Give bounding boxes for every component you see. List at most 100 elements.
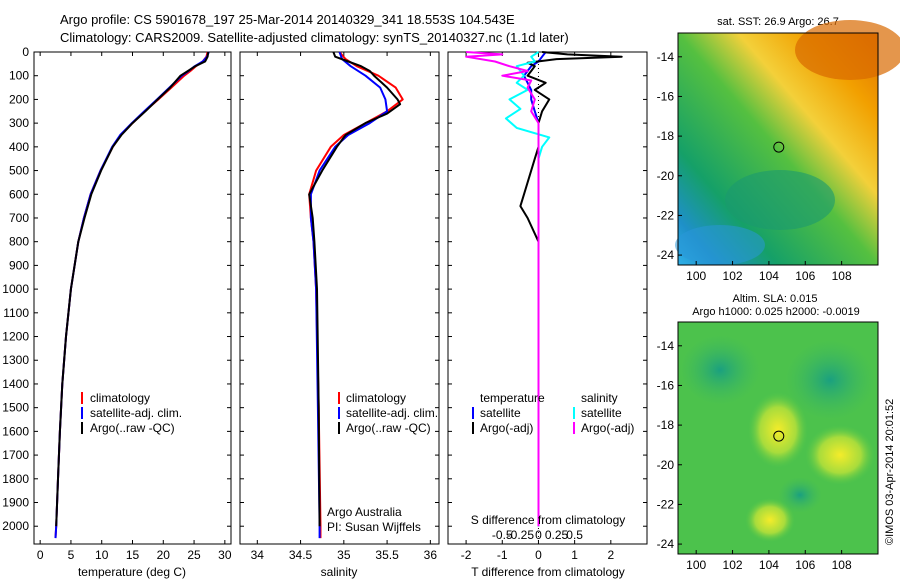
salinity-axis-ticks: 34 34.5 35 35.5 36: [251, 52, 438, 562]
salinity-panel: 34 34.5 35 35.5 36 salinity climatology sate…: [239, 51, 440, 579]
x-tick-label: 1: [571, 548, 578, 562]
x-tick-label: -1: [497, 548, 508, 562]
difference-legend: temperature satellite Argo(-adj) salinit…: [472, 391, 634, 435]
sla-low-2: [785, 340, 875, 420]
depth-tick-label: 200: [9, 92, 29, 106]
depth-tick-label: 1800: [2, 472, 29, 486]
x-tick-label: 25: [187, 548, 201, 562]
lon-tick-label: 102: [723, 269, 743, 283]
sst-map-title: sat. SST: 26.9 Argo: 26.7: [717, 16, 839, 28]
lon-tick-label: 108: [832, 269, 852, 283]
x-tick-label: 34.5: [289, 548, 313, 562]
lat-tick-label: -22: [657, 497, 675, 511]
lon-tick-label: 108: [832, 558, 852, 572]
lat-tick-label: -16: [657, 89, 675, 103]
temperature-lines: [54, 51, 210, 539]
header-line2: Climatology: CARS2009. Satellite-adjuste…: [60, 30, 569, 45]
lat-tick-label: -16: [657, 378, 675, 392]
sst-map-panel: sat. SST: 26.9 Argo: 26.7 100 102 104 106 10…: [657, 16, 900, 283]
salinity-difference-ticks: -0.5-0.25 0 0.250.5: [492, 528, 583, 542]
temperature-xlabel: temperature (deg C): [78, 565, 186, 579]
series-line-argo: [55, 51, 210, 527]
depth-tick-label: 800: [9, 235, 29, 249]
lon-tick-label: 102: [723, 558, 743, 572]
depth-tick-label: 1000: [2, 282, 29, 296]
lat-tick-label: -24: [657, 248, 675, 262]
depth-tick-label: 400: [9, 140, 29, 154]
s-diff-tick-label: -0.25: [507, 528, 535, 542]
depth-tick-label: 300: [9, 116, 29, 130]
depth-axis-ticks: 0 100 200 300 400 500 600 700 800 900 1000 1100 1200…: [2, 45, 231, 533]
x-tick-label: 5: [68, 548, 75, 562]
x-tick-label: 35.5: [375, 548, 399, 562]
lat-tick-label: -24: [657, 537, 675, 551]
salinity-lines: [308, 51, 404, 539]
depth-tick-label: 100: [9, 69, 29, 83]
legend-satellite: satellite-adj. clim.: [346, 406, 438, 420]
x-tick-label: 36: [424, 548, 438, 562]
sst-map-ticks: 100 102 104 106 108 -14 -16 -18 -20 -22 -24: [657, 50, 852, 283]
series-line-t-argo: [519, 51, 623, 527]
header-line1: Argo profile: CS 5901678_197 25-Mar-2014…: [60, 12, 515, 27]
sla-map-ticks: 100 102 104 106 108 -14 -16 -18 -20 -22 -24: [657, 339, 852, 572]
x-tick-label: 30: [218, 548, 232, 562]
depth-tick-label: 500: [9, 164, 29, 178]
temperature-axes: [33, 51, 232, 545]
sla-map-subtitle: Argo h1000: 0.025 h2000: -0.0019: [692, 306, 860, 318]
series-line-t-satellite: [523, 51, 547, 527]
depth-tick-label: 1900: [2, 496, 29, 510]
lat-tick-label: -22: [657, 208, 675, 222]
x-tick-label: 35: [337, 548, 351, 562]
s-diff-tick-label: 0.5: [566, 528, 583, 542]
temperature-axis-ticks: 0 5 10 15 20 25 30: [37, 52, 232, 562]
sst-map-frame: [677, 32, 879, 266]
series-line-satellite: [309, 51, 389, 539]
depth-tick-label: 0: [22, 45, 29, 59]
sla-high-3: [745, 498, 795, 542]
annotation-line1: Argo Australia: [327, 505, 402, 519]
sla-high-2: [805, 425, 875, 485]
salinity-xlabel: salinity: [321, 565, 358, 579]
sla-map-frame: [677, 321, 879, 555]
depth-tick-label: 1500: [2, 401, 29, 415]
legend-satellite: satellite-adj. clim.: [90, 406, 182, 420]
difference-xlabel-top: S difference from climatology: [471, 513, 626, 527]
argo-location-marker: [773, 141, 785, 153]
difference-axes: [447, 51, 648, 545]
lat-tick-label: -20: [657, 169, 675, 183]
salinity-depth-ticks: [240, 51, 439, 527]
depth-tick-label: 1100: [3, 306, 29, 320]
x-tick-label: 15: [126, 548, 140, 562]
difference-panel: -2 -1 0 1 2 -0.5-0.25 0 0.250.5 S difference f…: [447, 51, 648, 579]
depth-tick-label: 1200: [2, 330, 29, 344]
series-line-s-argo: [465, 51, 540, 527]
depth-tick-label: 2000: [2, 519, 29, 533]
difference-xlabel: T difference from climatology: [471, 565, 625, 579]
lon-tick-label: 100: [686, 558, 706, 572]
lon-tick-label: 106: [795, 269, 815, 283]
argo-location-marker: [773, 430, 785, 442]
difference-depth-ticks: [448, 51, 647, 527]
temperature-legend: climatology satellite-adj. clim. Argo(..…: [81, 391, 182, 435]
x-tick-label: 2: [607, 548, 614, 562]
x-tick-label: 0: [535, 548, 542, 562]
salinity-axes: [239, 51, 440, 545]
sst-cool-patch: [725, 170, 835, 230]
legend-t-argo: Argo(-adj): [480, 421, 533, 435]
depth-tick-label: 600: [9, 187, 29, 201]
lon-tick-label: 106: [795, 558, 815, 572]
depth-tick-label: 1300: [2, 353, 29, 367]
s-diff-tick-label: -0.5: [492, 528, 513, 542]
lat-tick-label: -14: [657, 339, 675, 353]
depth-tick-label: 1700: [2, 448, 29, 462]
lon-tick-label: 100: [686, 269, 706, 283]
salinity-legend: climatology satellite-adj. clim. Argo(..…: [338, 391, 438, 435]
x-tick-label: -2: [461, 548, 472, 562]
x-tick-label: 34: [251, 548, 265, 562]
series-line-s-satellite: [504, 51, 551, 527]
legend-argo: Argo(..raw -QC): [346, 421, 431, 435]
sla-low-1: [680, 335, 760, 405]
series-line-climatology: [308, 51, 404, 539]
depth-tick-label: 700: [9, 211, 29, 225]
